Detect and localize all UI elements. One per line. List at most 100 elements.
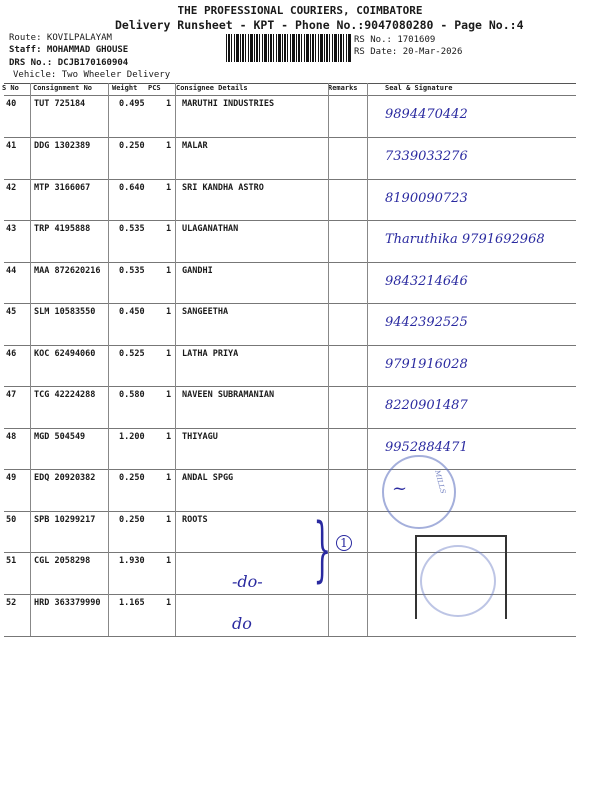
row-divider (4, 345, 576, 346)
weight: 1.165 (119, 598, 145, 608)
weight: 0.250 (119, 515, 145, 525)
signature-phone: 9894470442 (385, 107, 468, 122)
consignee-name: THIYAGU (182, 432, 218, 442)
weight: 0.525 (119, 349, 145, 359)
serial-number: 46 (6, 349, 17, 359)
company-title: THE PROFESSIONAL COURIERS, COIMBATORE (177, 4, 423, 17)
pieces: 1 (166, 473, 172, 483)
column-divider (108, 83, 109, 636)
column-divider (175, 83, 176, 636)
consignee-name: LATHA PRIYA (182, 349, 239, 359)
row-divider (4, 636, 576, 637)
pieces: 1 (166, 598, 172, 608)
column-divider (328, 83, 329, 636)
serial-number: 44 (6, 266, 17, 276)
weight: 0.580 (119, 390, 145, 400)
col-pcs: PCS (148, 84, 161, 92)
pieces: 1 (166, 349, 172, 359)
row-divider (4, 262, 576, 263)
weight: 1.200 (119, 432, 145, 442)
serial-number: 45 (6, 307, 17, 317)
weight: 0.495 (119, 99, 145, 109)
route: Route: KOVILPALAYAM (9, 33, 112, 43)
row-divider (4, 428, 576, 429)
row-divider (4, 511, 576, 512)
pieces: 1 (166, 556, 172, 566)
consignee-name: SANGEETHA (182, 307, 229, 317)
row-divider (4, 95, 576, 96)
signature-phone: 9791916028 (385, 357, 468, 372)
signature-phone: 8190090723 (385, 191, 468, 206)
col-consignee: Consignee Details (176, 84, 248, 92)
weight: 0.535 (119, 266, 145, 276)
remarks-mark: 1 (336, 535, 352, 551)
serial-number: 50 (6, 515, 17, 525)
consignee-name: NAVEEN SUBRAMANIAN (182, 390, 275, 400)
signature-phone: 8220901487 (385, 398, 468, 413)
row-divider (4, 594, 576, 595)
consignee-name: do (232, 614, 252, 633)
weight: 0.640 (119, 183, 145, 193)
signature-phone: Tharuthika 9791692968 (385, 232, 545, 247)
serial-number: 49 (6, 473, 17, 483)
rs-number: RS No.: 1701609 (354, 35, 436, 45)
consignment-number: SLM 10583550 (34, 307, 96, 317)
col-seal: Seal & Signature (385, 84, 453, 92)
consignee-name: ROOTS (182, 515, 208, 525)
pieces: 1 (166, 141, 172, 151)
serial-number: 52 (6, 598, 17, 608)
company-stamp (382, 455, 456, 529)
pieces: 1 (166, 99, 172, 109)
consignee-name: MARUTHI INDUSTRIES (182, 99, 275, 109)
row-divider (4, 469, 576, 470)
signature-phone: 9952884471 (385, 440, 468, 455)
col-sno: S No (2, 84, 19, 92)
consignment-number: MGD 504549 (34, 432, 86, 442)
serial-number: 42 (6, 183, 17, 193)
consignment-number: HRD 363379990 (34, 598, 101, 608)
row-divider (4, 552, 576, 553)
col-consignment: Consignment No (33, 84, 93, 92)
rs-date: RS Date: 20-Mar-2026 (354, 47, 463, 57)
pieces: 1 (166, 515, 172, 525)
pieces: 1 (166, 183, 172, 193)
row-divider (4, 179, 576, 180)
consignment-number: CGL 2058298 (34, 556, 91, 566)
serial-number: 48 (6, 432, 17, 442)
company-stamp-2 (420, 545, 496, 617)
serial-number: 43 (6, 224, 17, 234)
row-divider (4, 386, 576, 387)
row-divider (4, 137, 576, 138)
signature-phone: 9442392525 (385, 315, 468, 330)
signature-phone: 7339033276 (385, 149, 468, 164)
runsheet-subtitle: Delivery Runsheet - KPT - Phone No.:9047… (115, 18, 524, 32)
vehicle: Vehicle: Two Wheeler Delivery (13, 70, 171, 80)
staff: Staff: MOHAMMAD GHOUSE (9, 45, 129, 55)
serial-number: 51 (6, 556, 17, 566)
weight: 0.450 (119, 307, 145, 317)
serial-number: 41 (6, 141, 17, 151)
signature-phone: 9843214646 (385, 274, 468, 289)
bracket-mark: } (313, 508, 332, 590)
header-top-line (4, 83, 576, 84)
pieces: 1 (166, 432, 172, 442)
consignee-name: ULAGANATHAN (182, 224, 239, 234)
pieces: 1 (166, 224, 172, 234)
row-divider (4, 220, 576, 221)
consignee-name: MALAR (182, 141, 208, 151)
serial-number: 40 (6, 99, 17, 109)
consignment-number: TUT 725184 (34, 99, 86, 109)
pieces: 1 (166, 266, 172, 276)
consignment-number: KOC 62494060 (34, 349, 96, 359)
consignee-name: ANDAL SPGG (182, 473, 234, 483)
serial-number: 47 (6, 390, 17, 400)
pieces: 1 (166, 307, 172, 317)
column-divider (367, 83, 368, 636)
consignment-number: TCG 42224288 (34, 390, 96, 400)
consignment-number: DDG 1302389 (34, 141, 91, 151)
column-divider (30, 83, 31, 636)
barcode (226, 34, 352, 62)
consignment-number: MAA 872620216 (34, 266, 101, 276)
signature-49: ~ (392, 478, 408, 499)
row-divider (4, 303, 576, 304)
